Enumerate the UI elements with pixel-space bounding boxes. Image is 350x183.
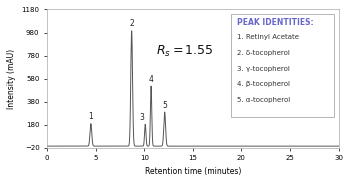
Text: 3: 3 (140, 113, 145, 122)
Text: 1. Retinyl Acetate: 1. Retinyl Acetate (237, 34, 299, 40)
Text: 3. γ-tocopherol: 3. γ-tocopherol (237, 66, 289, 72)
Text: 5: 5 (162, 101, 167, 110)
Y-axis label: Intensity (mAU): Intensity (mAU) (7, 49, 16, 109)
Text: 2. δ-tocopherol: 2. δ-tocopherol (237, 50, 289, 56)
Text: 1: 1 (89, 112, 93, 121)
Text: 5. α-tocopherol: 5. α-tocopherol (237, 97, 290, 103)
Text: 2: 2 (129, 19, 134, 29)
Text: $R_s = 1.55$: $R_s = 1.55$ (156, 43, 214, 59)
Text: 4: 4 (149, 75, 154, 84)
X-axis label: Retention time (minutes): Retention time (minutes) (145, 167, 241, 176)
Text: PEAK IDENTITIES:: PEAK IDENTITIES: (237, 18, 313, 27)
Text: 4. β-tocopherol: 4. β-tocopherol (237, 81, 289, 87)
FancyBboxPatch shape (231, 14, 334, 117)
